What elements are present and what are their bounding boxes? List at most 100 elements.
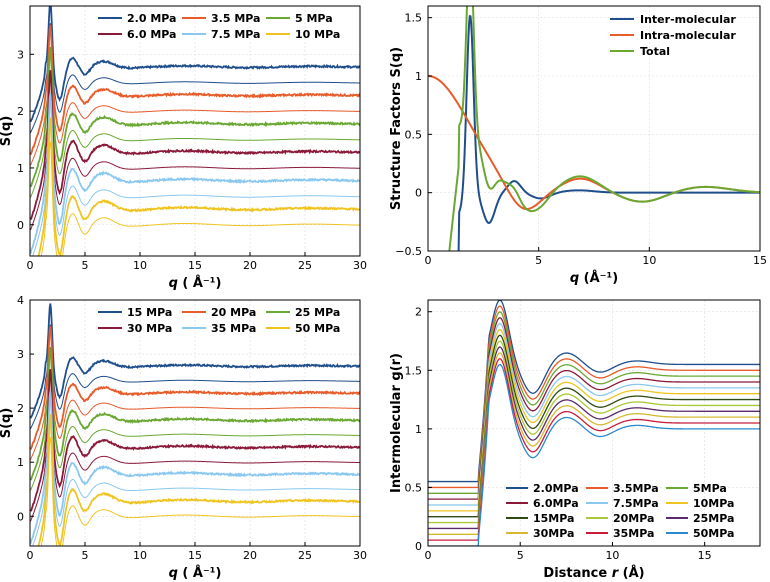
panel-d: 0 5 10 15 0 0.5 1 1.5 2 Distance r (Å) Intermolecu…	[389, 299, 761, 581]
y-tick-label: 0	[17, 219, 24, 232]
legend-label: 30MPa	[533, 527, 574, 540]
y-tick-label: 2	[17, 402, 24, 415]
legend-label: 35 MPa	[211, 322, 256, 335]
legend-label: 5MPa	[693, 482, 727, 495]
legend-label: 2.0 MPa	[127, 12, 176, 25]
x-tick-label: 25	[298, 549, 312, 562]
panel-a: 0 5 10 15 20 25 30 0 1 2 3 q ( Å⁻¹) S(q) 2.0 MPa 3.5 M…	[0, 5, 367, 291]
legend-label: 5 MPa	[295, 12, 333, 25]
series-line-fit-20-MPa	[30, 346, 360, 460]
series-line-5MPa	[428, 311, 760, 494]
legend-label: 15MPa	[533, 512, 574, 525]
legend-label: 6.0MPa	[533, 497, 579, 510]
panel-b: 0 5 10 15−0.500.511.5q (Å⁻¹)Structure Facto…	[389, 5, 767, 286]
y-tick-label: 0	[17, 510, 24, 523]
legend-label: 3.5MPa	[613, 482, 659, 495]
series-line-measured-10-MPa	[37, 117, 360, 256]
series-group	[30, 303, 360, 546]
x-tick-label: 0	[425, 254, 432, 267]
legend-label: 35MPa	[613, 527, 654, 540]
y-axis-label: Structure Factors S(q)	[389, 47, 404, 210]
legend-label: 50MPa	[693, 527, 734, 540]
legend-label: 7.5MPa	[613, 497, 659, 510]
series-line-fit-6.0-MPa	[30, 94, 360, 231]
series-group	[30, 6, 360, 256]
x-tick-label: 5	[82, 549, 89, 562]
x-axis-label: q (Å⁻¹)	[570, 270, 618, 286]
y-axis-label: Intermolecular g(r)	[389, 353, 404, 493]
series-line-fit-7.5-MPa	[32, 117, 360, 256]
series-line-measured-25-MPa	[30, 347, 360, 481]
x-tick-label: 15	[753, 254, 767, 267]
y-tick-label: 4	[17, 294, 24, 307]
y-tick-label: 0.5	[405, 481, 423, 494]
y-axis-label: S(q)	[0, 408, 14, 439]
axes-frame	[427, 299, 761, 547]
series-line-2.0MPa	[428, 300, 760, 483]
y-tick-label: 2	[415, 306, 422, 319]
y-tick-label: 1	[415, 423, 422, 436]
x-tick-label: 25	[298, 259, 312, 272]
y-tick-label: 1.5	[405, 364, 423, 377]
x-tick-label: 20	[243, 549, 257, 562]
series-line-measured-35-MPa	[30, 391, 360, 544]
x-axis-label: q ( Å⁻¹)	[169, 275, 222, 291]
series-line-measured-2.0-MPa	[30, 6, 360, 123]
series-line-measured-6.0-MPa	[30, 70, 360, 221]
x-tick-label: 5	[517, 549, 524, 562]
legend-label: 25MPa	[693, 512, 734, 525]
series-line-fit-30-MPa	[30, 391, 360, 522]
y-tick-label: 3	[17, 348, 24, 361]
x-tick-label: 30	[353, 549, 367, 562]
series-line-fit-25-MPa	[30, 369, 360, 491]
x-tick-label: 10	[605, 549, 619, 562]
y-tick-label: 0.5	[405, 128, 423, 141]
series-line-measured-15-MPa	[30, 303, 360, 419]
x-tick-label: 10	[642, 254, 656, 267]
legend-label: 25 MPa	[295, 306, 340, 319]
x-axis-label: Distance r (Å)	[543, 565, 644, 581]
legend-label: 3.5 MPa	[211, 12, 260, 25]
series-line-measured-20-MPa	[30, 325, 360, 451]
series-line-fit-2.0-MPa	[30, 23, 360, 133]
x-tick-label: 20	[243, 259, 257, 272]
x-tick-label: 0	[425, 549, 432, 562]
legend-label: 50 MPa	[295, 322, 340, 335]
series-line-measured-3.5-MPa	[30, 24, 360, 156]
series-line-fit-35-MPa	[32, 414, 360, 546]
y-tick-label: −0.5	[395, 245, 422, 258]
axes-frame	[427, 5, 761, 252]
series-group	[428, 6, 760, 251]
x-tick-label: 10	[133, 259, 147, 272]
legend-label: 6.0 MPa	[127, 28, 176, 41]
series-line-6.0MPa	[428, 317, 760, 500]
series-line-measured-50-MPa	[37, 414, 360, 546]
panel-c: 0 5 10 15 20 25 30 0 1 2 3 4 q ( Å⁻¹) S(q) 15 MPa 20 MP…	[0, 294, 367, 581]
legend-label: 10MPa	[693, 497, 734, 510]
series-line-fit-15-MPa	[30, 324, 360, 429]
x-axis-label: q ( Å⁻¹)	[169, 565, 222, 581]
y-tick-label: 1	[415, 70, 422, 83]
series-line-fit-50-MPa	[40, 437, 360, 546]
y-tick-label: 1	[17, 456, 24, 469]
x-tick-label: 30	[353, 259, 367, 272]
y-tick-label: 1.5	[405, 12, 423, 25]
series-line-measured-5-MPa	[30, 47, 360, 188]
x-tick-label: 15	[188, 259, 202, 272]
y-axis-label: S(q)	[0, 116, 14, 147]
legend-label: 20MPa	[613, 512, 654, 525]
legend-label: 10 MPa	[295, 28, 340, 41]
legend-label: Total	[640, 45, 670, 58]
y-tick-label: 3	[17, 48, 24, 61]
legend-label: 2.0MPa	[533, 482, 579, 495]
series-group	[428, 300, 760, 546]
series-line-fit-10-MPa	[40, 141, 360, 256]
y-tick-label: 2	[17, 105, 24, 118]
series-line-Inter-molecular	[457, 15, 760, 251]
x-tick-label: 0	[27, 549, 34, 562]
legend-label: Inter-molecular	[640, 13, 736, 26]
series-line-measured-30-MPa	[30, 369, 360, 512]
series-line-Total	[448, 6, 760, 251]
legend-label: 20 MPa	[211, 306, 256, 319]
